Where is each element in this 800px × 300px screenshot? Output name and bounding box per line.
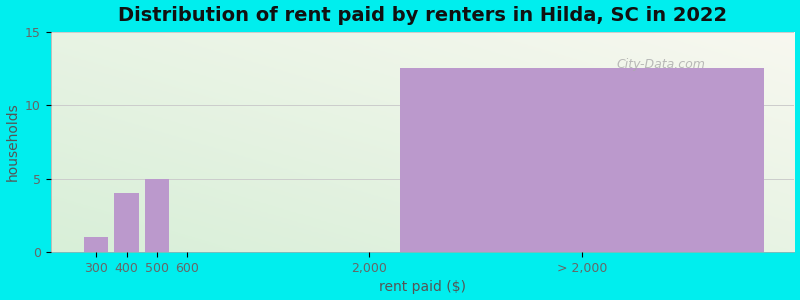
Bar [114,194,138,252]
Title: Distribution of rent paid by renters in Hilda, SC in 2022: Distribution of rent paid by renters in … [118,6,727,25]
Bar [145,179,169,252]
Bar [400,68,764,252]
Y-axis label: households: households [6,103,19,181]
Bar [84,238,108,252]
X-axis label: rent paid ($): rent paid ($) [379,280,466,294]
Text: City-Data.com: City-Data.com [616,58,705,71]
